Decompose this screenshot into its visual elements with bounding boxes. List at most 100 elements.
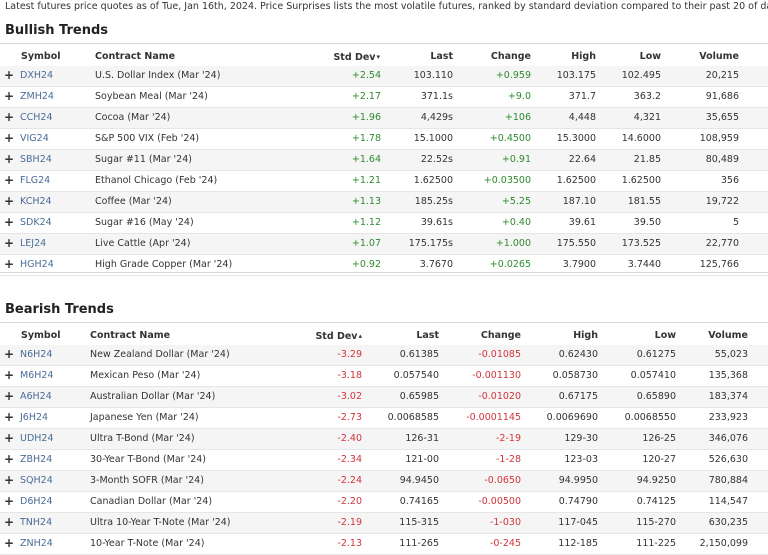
contract-name-link[interactable]: Japanese Yen (Mar '24)	[90, 412, 199, 423]
expand-plus-icon[interactable]: +	[4, 173, 15, 187]
expand-plus-icon[interactable]: +	[4, 515, 15, 529]
symbol-link[interactable]: J6H24	[20, 412, 49, 423]
symbol-link[interactable]: ZNH24	[20, 538, 53, 549]
table-row[interactable]: + TNH24 Ultra 10-Year T-Note (Mar '24) -2.1…	[0, 513, 768, 534]
expand-plus-icon[interactable]: +	[4, 215, 15, 229]
col-symbol[interactable]: Symbol	[21, 51, 61, 62]
contract-name-link[interactable]: 3-Month SOFR (Mar '24)	[90, 475, 204, 486]
contract-name-link[interactable]: Sugar #16 (May '24)	[95, 217, 194, 228]
contract-name-link[interactable]: Canadian Dollar (Mar '24)	[90, 496, 213, 507]
expand-plus-icon[interactable]: +	[4, 368, 15, 382]
contract-name-link[interactable]: Cocoa (Mar '24)	[95, 112, 171, 123]
table-row[interactable]: + ZBH24 30-Year T-Bond (Mar '24) -2.34 121-0…	[0, 450, 768, 471]
table-row[interactable]: + CCH24 Cocoa (Mar '24) +1.96 4,429s +106 4,44…	[0, 108, 768, 129]
expand-plus-icon[interactable]: +	[4, 473, 15, 487]
table-row[interactable]: + ZMH24 Soybean Meal (Mar '24) +2.17 371.1s +…	[0, 87, 768, 108]
table-row[interactable]: + HGH24 High Grade Copper (Mar '24) +0.92 3.…	[0, 255, 768, 276]
table-row[interactable]: + UDH24 Ultra T-Bond (Mar '24) -2.40 126-31 -…	[0, 429, 768, 450]
expand-plus-icon[interactable]: +	[4, 494, 15, 508]
contract-name-link[interactable]: U.S. Dollar Index (Mar '24)	[95, 70, 221, 81]
table-row[interactable]: + SQH24 3-Month SOFR (Mar '24) -2.24 94.9450…	[0, 471, 768, 492]
symbol-link[interactable]: SDK24	[20, 217, 52, 228]
change-value: -0.00500	[478, 496, 521, 507]
expand-plus-icon[interactable]: +	[4, 131, 15, 145]
col-std-dev[interactable]: Std Dev▾	[320, 46, 380, 66]
high-value: 1.62500	[556, 175, 596, 186]
contract-name-link[interactable]: High Grade Copper (Mar '24)	[95, 259, 233, 270]
table-row[interactable]: + D6H24 Canadian Dollar (Mar '24) -2.20 0.74…	[0, 492, 768, 513]
symbol-link[interactable]: ZMH24	[20, 91, 54, 102]
symbol-link[interactable]: A6H24	[20, 391, 52, 402]
symbol-link[interactable]: DXH24	[20, 70, 54, 81]
std-dev-value: +1.12	[351, 217, 381, 228]
symbol-link[interactable]: LEJ24	[20, 238, 47, 249]
symbol-link[interactable]: KCH24	[20, 196, 52, 207]
expand-plus-icon[interactable]: +	[4, 68, 15, 82]
table-row[interactable]: + A6H24 Australian Dollar (Mar '24) -3.02 0.…	[0, 387, 768, 408]
expand-plus-icon[interactable]: +	[4, 536, 15, 550]
expand-plus-icon[interactable]: +	[4, 194, 15, 208]
expand-plus-icon[interactable]: +	[4, 431, 15, 445]
table-row[interactable]: + SDK24 Sugar #16 (May '24) +1.12 39.61s +0.4…	[0, 213, 768, 234]
contract-name-link[interactable]: New Zealand Dollar (Mar '24)	[90, 349, 230, 360]
col-contract-name[interactable]: Contract Name	[90, 330, 171, 341]
col-contract-name[interactable]: Contract Name	[95, 51, 176, 62]
col-low[interactable]: Low	[654, 330, 676, 341]
symbol-link[interactable]: VIG24	[20, 133, 49, 144]
contract-name-link[interactable]: Mexican Peso (Mar '24)	[90, 370, 201, 381]
symbol-link[interactable]: FLG24	[20, 175, 51, 186]
symbol-link[interactable]: M6H24	[20, 370, 54, 381]
contract-name-link[interactable]: Coffee (Mar '24)	[95, 196, 172, 207]
col-std-dev[interactable]: Std Dev▴	[300, 325, 362, 345]
contract-name-link[interactable]: 30-Year T-Bond (Mar '24)	[90, 454, 206, 465]
contract-name-link[interactable]: S&P 500 VIX (Feb '24)	[95, 133, 200, 144]
table-row[interactable]: + SBH24 Sugar #11 (Mar '24) +1.64 22.52s +0.9…	[0, 150, 768, 171]
expand-plus-icon[interactable]: +	[4, 89, 15, 103]
expand-plus-icon[interactable]: +	[4, 347, 15, 361]
col-change[interactable]: Change	[480, 330, 521, 341]
contract-name-link[interactable]: 10-Year T-Note (Mar '24)	[90, 538, 205, 549]
col-last[interactable]: Last	[416, 330, 439, 341]
expand-plus-icon[interactable]: +	[4, 257, 15, 271]
symbol-link[interactable]: ZBH24	[20, 454, 53, 465]
expand-plus-icon[interactable]: +	[4, 110, 15, 124]
symbol-link[interactable]: SQH24	[20, 475, 53, 486]
table-row[interactable]: + KCH24 Coffee (Mar '24) +1.13 185.25s +5.25 1…	[0, 192, 768, 213]
col-volume[interactable]: Volume	[699, 51, 739, 62]
symbol-link[interactable]: N6H24	[20, 349, 53, 360]
symbol-link[interactable]: HGH24	[20, 259, 54, 270]
expand-plus-icon[interactable]: +	[4, 452, 15, 466]
table-row[interactable]: + J6H24 Japanese Yen (Mar '24) -2.73 0.00685…	[0, 408, 768, 429]
table-row[interactable]: + FLG24 Ethanol Chicago (Feb '24) +1.21 1.62…	[0, 171, 768, 192]
symbol-link[interactable]: UDH24	[20, 433, 54, 444]
col-symbol[interactable]: Symbol	[21, 330, 61, 341]
expand-plus-icon[interactable]: +	[4, 152, 15, 166]
symbol-link[interactable]: D6H24	[20, 496, 53, 507]
expand-plus-icon[interactable]: +	[4, 389, 15, 403]
symbol-link[interactable]: TNH24	[20, 517, 53, 528]
expand-plus-icon[interactable]: +	[4, 410, 15, 424]
col-change[interactable]: Change	[490, 51, 531, 62]
col-last[interactable]: Last	[430, 51, 453, 62]
low-value: 181.55	[627, 196, 661, 207]
table-row[interactable]: + DXH24 U.S. Dollar Index (Mar '24) +2.54 10…	[0, 66, 768, 87]
table-row[interactable]: + VIG24 S&P 500 VIX (Feb '24) +1.78 15.1000 +…	[0, 129, 768, 150]
contract-name-link[interactable]: Live Cattle (Apr '24)	[95, 238, 191, 249]
symbol-link[interactable]: CCH24	[20, 112, 53, 123]
table-row[interactable]: + N6H24 New Zealand Dollar (Mar '24) -3.29 0…	[0, 345, 768, 366]
contract-name-link[interactable]: Soybean Meal (Mar '24)	[95, 91, 208, 102]
contract-name-link[interactable]: Ultra 10-Year T-Note (Mar '24)	[90, 517, 231, 528]
col-high[interactable]: High	[573, 330, 598, 341]
contract-name-link[interactable]: Ethanol Chicago (Feb '24)	[95, 175, 218, 186]
col-volume[interactable]: Volume	[708, 330, 748, 341]
symbol-link[interactable]: SBH24	[20, 154, 52, 165]
table-row[interactable]: + ZNH24 10-Year T-Note (Mar '24) -2.13 111-2…	[0, 534, 768, 555]
contract-name-link[interactable]: Ultra T-Bond (Mar '24)	[90, 433, 195, 444]
contract-name-link[interactable]: Sugar #11 (Mar '24)	[95, 154, 192, 165]
contract-name-link[interactable]: Australian Dollar (Mar '24)	[90, 391, 216, 402]
table-row[interactable]: + LEJ24 Live Cattle (Apr '24) +1.07 175.175s…	[0, 234, 768, 255]
expand-plus-icon[interactable]: +	[4, 236, 15, 250]
table-row[interactable]: + M6H24 Mexican Peso (Mar '24) -3.18 0.05754…	[0, 366, 768, 387]
col-low[interactable]: Low	[639, 51, 661, 62]
col-high[interactable]: High	[571, 51, 596, 62]
